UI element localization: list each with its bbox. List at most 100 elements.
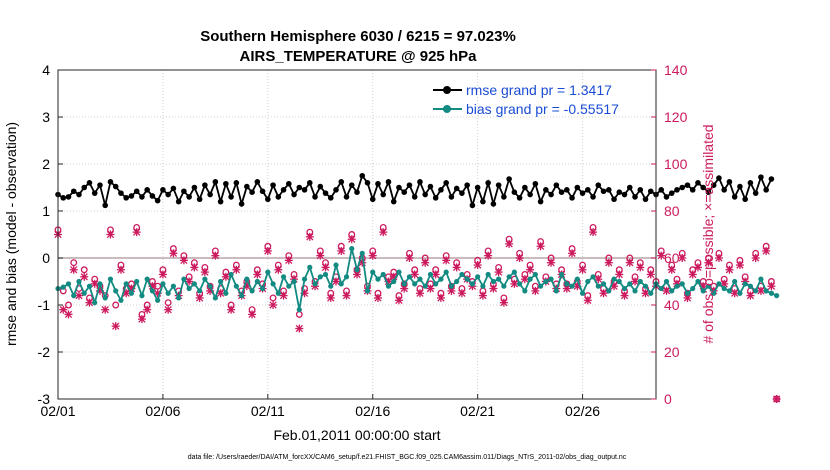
- obs-possible-point: [154, 282, 162, 290]
- bias-point: [627, 281, 633, 287]
- footer-data-file: data file: /Users/raeder/DAI/ATM_forcXX/…: [188, 454, 627, 461]
- rmse-point: [191, 184, 198, 191]
- y-tick-label: 0: [42, 250, 50, 266]
- rmse-point: [207, 191, 213, 198]
- obs-possible-point: [416, 285, 424, 292]
- obs-possible-point: [248, 306, 256, 314]
- bias-point: [165, 290, 171, 296]
- obs-assimilated-point: [269, 301, 278, 309]
- rmse-point: [133, 188, 140, 195]
- rmse-point: [684, 182, 691, 188]
- bias-point: [338, 281, 344, 287]
- obs-possible-point: [374, 289, 382, 297]
- bias-point: [139, 293, 145, 299]
- legend-rmse-marker: [443, 86, 451, 94]
- bias-point: [527, 276, 533, 282]
- rmse-point: [244, 183, 250, 190]
- rmse-point: [312, 194, 318, 200]
- bias-point: [747, 283, 754, 289]
- series-bias: [55, 246, 780, 313]
- bias-point: [595, 283, 601, 289]
- obs-possible-point: [190, 259, 198, 267]
- bias-point: [97, 281, 103, 287]
- bias-point: [354, 267, 360, 273]
- bias-point: [81, 290, 87, 296]
- rmse-point: [327, 195, 334, 201]
- bias-point: [391, 278, 397, 285]
- obs-possible-point: [117, 261, 125, 269]
- bias-point: [349, 246, 355, 252]
- obs-possible-point: [767, 278, 775, 285]
- rmse-point: [747, 180, 754, 186]
- rmse-point: [716, 175, 722, 181]
- rmse-point: [768, 176, 775, 182]
- rmse-point: [485, 180, 491, 186]
- bias-point: [543, 278, 549, 285]
- bias-point: [160, 281, 166, 287]
- obs-possible-point: [584, 292, 592, 300]
- y-tick-label: -1: [38, 297, 51, 313]
- obs-possible-point: [715, 249, 723, 257]
- rmse-point: [574, 184, 581, 191]
- obs-possible-point: [516, 249, 524, 257]
- rmse-point: [595, 182, 602, 188]
- rmse-point: [532, 180, 539, 187]
- obs-possible-point: [705, 254, 712, 262]
- rmse-point: [553, 182, 560, 188]
- rmse-point: [621, 191, 628, 198]
- bias-point: [632, 288, 638, 294]
- rmse-point: [611, 196, 617, 203]
- bias-point: [480, 283, 486, 289]
- bias-point: [102, 295, 108, 301]
- obs-possible-point: [201, 263, 209, 271]
- obs-possible-point: [594, 271, 602, 278]
- obs-assimilated-point: [80, 272, 89, 281]
- rmse-point: [265, 196, 271, 203]
- bias-point: [417, 276, 423, 282]
- obs-possible-point: [280, 287, 288, 295]
- obs-possible-point: [316, 247, 324, 255]
- rmse-point: [537, 198, 544, 205]
- bias-point: [569, 283, 575, 289]
- bias-point: [700, 288, 706, 294]
- bias-point: [60, 284, 66, 290]
- rmse-point: [186, 194, 192, 200]
- obs-possible-point: [337, 242, 345, 250]
- bias-point: [475, 274, 481, 280]
- rmse-point: [65, 194, 72, 200]
- bias-point: [517, 281, 523, 287]
- bias-point: [113, 288, 119, 294]
- rmse-point: [522, 184, 528, 191]
- rmse-point: [123, 195, 129, 201]
- rmse-point: [385, 179, 392, 185]
- bias-point: [721, 285, 727, 292]
- obs-possible-point: [301, 285, 308, 292]
- bias-point: [496, 276, 502, 282]
- obs-possible-point: [421, 254, 429, 262]
- rmse-point: [139, 194, 145, 200]
- rmse-point: [543, 187, 549, 193]
- bias-point: [249, 288, 255, 294]
- obs-possible-point: [164, 299, 172, 307]
- obs-possible-point: [322, 259, 329, 267]
- bias-point: [406, 274, 413, 280]
- bias-point: [454, 278, 460, 285]
- obs-possible-point: [741, 273, 749, 281]
- bias-point: [155, 297, 161, 303]
- bias-point: [679, 281, 685, 287]
- x-tick-label: 02/26: [565, 403, 600, 419]
- rmse-point: [86, 180, 93, 186]
- chart-title-line2: AIRS_TEMPERATURE @ 925 hPa: [240, 48, 478, 65]
- bias-point: [385, 283, 392, 289]
- obs-possible-point: [133, 223, 141, 231]
- bias-point: [711, 290, 717, 296]
- legend-bias-marker: [443, 105, 451, 113]
- rmse-point: [238, 201, 245, 207]
- rmse-point: [668, 190, 675, 196]
- rmse-point: [721, 187, 727, 193]
- bias-point: [469, 281, 476, 287]
- obs-possible-point: [143, 301, 151, 309]
- obs-possible-point: [636, 259, 644, 267]
- bias-point: [270, 281, 276, 287]
